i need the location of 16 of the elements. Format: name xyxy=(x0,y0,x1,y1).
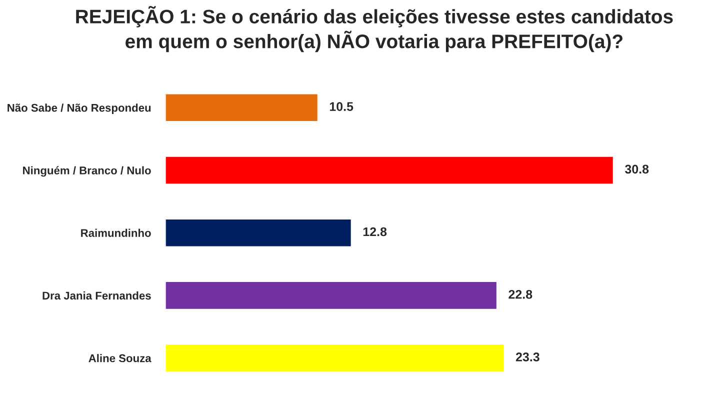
y-tick-label: Dra Jania Fernandes xyxy=(42,291,151,300)
y-tick-label: Aline Souza xyxy=(88,354,152,362)
y-tick-label: Não Sabe / Não Respondeu xyxy=(8,104,151,114)
data-label: 22.8 xyxy=(508,290,532,299)
bar xyxy=(165,280,498,310)
y-tick-label: Raimundinho xyxy=(81,228,151,237)
bar xyxy=(165,343,506,373)
data-label: 10.5 xyxy=(330,102,354,111)
bar xyxy=(165,155,614,186)
data-label: 12.8 xyxy=(363,227,387,236)
chart-title: REJEIÇÃO 1: Se o cenário das eleições tivesse estes candidatos em quem o senhor(a) NÃO votaria para PREFEITO(a)? xyxy=(76,6,673,52)
data-label: 23.3 xyxy=(516,352,540,362)
y-tick-label: Ninguém / Branco / Nulo xyxy=(23,166,151,177)
data-label: 30.8 xyxy=(624,164,649,174)
bar xyxy=(165,92,319,122)
bar xyxy=(165,218,352,248)
